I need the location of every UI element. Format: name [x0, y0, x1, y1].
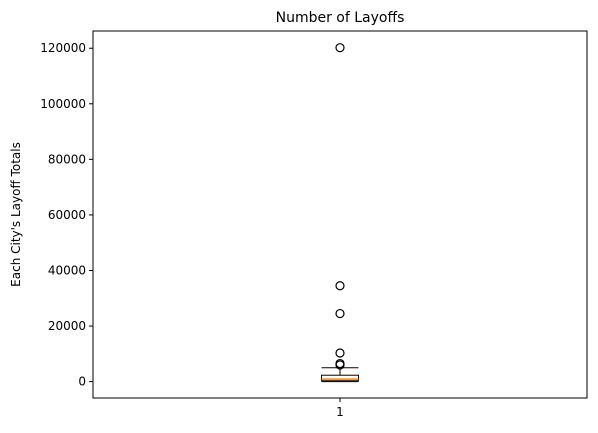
outlier-point	[336, 349, 344, 357]
x-axis: 1	[336, 398, 344, 419]
chart-title: Number of Layoffs	[276, 10, 405, 26]
iqr-box	[322, 375, 359, 381]
y-axis: 0 20000 40000 60000 80000 100000 120000	[40, 41, 93, 388]
outlier-point	[336, 310, 344, 318]
y-tick-label: 120000	[40, 41, 86, 55]
y-tick-label: 40000	[48, 263, 86, 277]
y-axis-label: Each City's Layoff Totals	[9, 142, 23, 287]
y-tick-label: 80000	[48, 152, 86, 166]
y-tick-label: 100000	[40, 97, 86, 111]
x-tick-label: 1	[336, 405, 344, 419]
plot-area	[322, 44, 359, 382]
y-tick-label: 60000	[48, 208, 86, 222]
y-tick-label: 20000	[48, 319, 86, 333]
y-tick-label: 0	[78, 375, 86, 389]
outlier-point	[336, 282, 344, 290]
axes-frame	[93, 31, 587, 398]
outlier-point	[336, 44, 344, 52]
